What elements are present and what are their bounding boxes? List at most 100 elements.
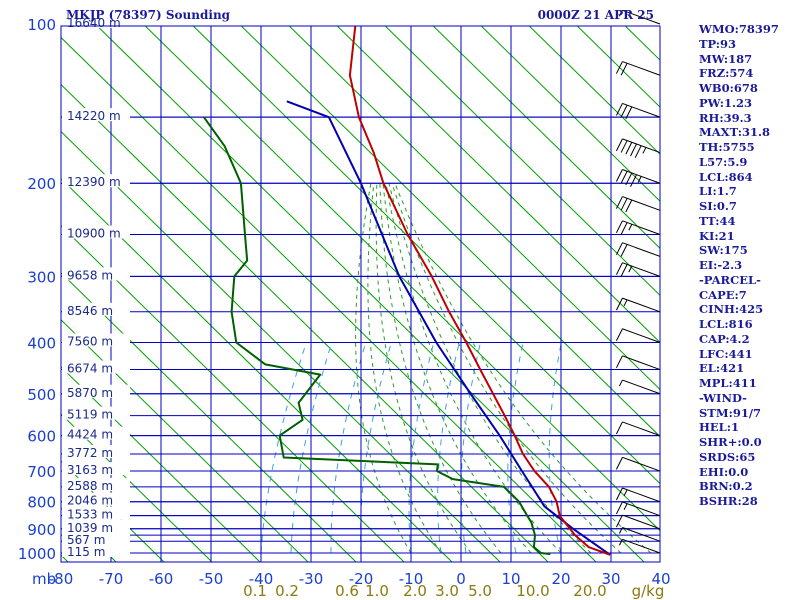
height-label-bg	[62, 492, 130, 506]
index-item: RH:39.3	[699, 110, 752, 125]
moist-adiabat-line	[375, 183, 472, 554]
height-label: 115 m	[67, 545, 105, 559]
pressure-tick-label: 200	[27, 175, 56, 193]
chart-timestamp: 0000Z 21 APR 25	[538, 8, 654, 22]
index-item: BRN:0.2	[699, 479, 753, 494]
height-label: 3772 m	[67, 446, 113, 460]
height-label-bg	[62, 406, 130, 420]
index-item: FRZ:574	[699, 66, 754, 81]
temp-tick-label: 0	[456, 570, 466, 588]
temp-tick-label: -10	[399, 570, 424, 588]
height-label: 4424 m	[67, 428, 113, 442]
index-item: LCL:816	[699, 317, 753, 331]
moist-adiabat-line	[391, 183, 622, 554]
height-label: 567 m	[67, 533, 105, 547]
wind-barb	[615, 487, 661, 503]
height-label: 12390 m	[67, 175, 121, 189]
dry-adiabat-line	[528, 26, 660, 155]
wind-barb	[615, 61, 661, 76]
height-label: 1039 m	[67, 521, 113, 535]
moist-adiabat-line	[382, 183, 532, 554]
wind-barb	[618, 9, 661, 25]
height-label: 6674 m	[67, 362, 113, 376]
wind-barb	[615, 456, 661, 472]
height-label-bg	[62, 108, 130, 122]
index-item: LFC:441	[699, 346, 753, 361]
pressure-tick-label: 400	[27, 334, 56, 352]
height-label-bg	[62, 360, 130, 374]
temp-tick-label: -20	[349, 570, 374, 588]
index-item: -PARCEL-	[699, 272, 761, 287]
height-label-bg	[62, 15, 130, 28]
height-label: 5119 m	[67, 408, 113, 422]
height-label: 10900 m	[67, 227, 121, 241]
index-item: TP:93	[699, 36, 737, 51]
dry-adiabat-line	[480, 26, 660, 202]
index-item: SRDS:65	[699, 449, 756, 464]
dry-adiabat-line	[384, 26, 660, 297]
index-item: HEL:1	[699, 420, 739, 435]
height-label-bg	[62, 532, 130, 546]
height-label-bg	[62, 267, 130, 281]
mixing-ratio-label: 10.0	[516, 582, 549, 600]
mixing-ratio-label: 3.0	[435, 582, 459, 600]
pressure-tick-label: 900	[27, 521, 56, 539]
dewpoint-line	[203, 116, 551, 556]
wind-barb	[615, 355, 661, 371]
height-label: 7560 m	[67, 334, 113, 348]
height-label: 5870 m	[67, 386, 113, 400]
dry-adiabat-line	[61, 225, 405, 562]
height-label-bg	[62, 477, 130, 491]
pressure-tick-label: 800	[27, 494, 56, 512]
wind-barb	[615, 242, 661, 257]
index-item: SHR+:0.0	[699, 435, 762, 449]
mixing-ratio-line	[460, 342, 481, 554]
height-label: 9658 m	[67, 268, 113, 282]
index-item: CINH:425	[699, 302, 764, 317]
index-item: LCL:864	[699, 169, 753, 184]
height-label-bg	[62, 174, 130, 188]
mixing-ratio-label: 2.0	[403, 582, 427, 600]
index-item: EI:-2.3	[699, 258, 743, 272]
wind-barb	[615, 220, 661, 235]
index-item: EL:421	[699, 361, 745, 376]
wind-barb	[615, 421, 661, 437]
dry-adiabat-line	[0, 26, 20, 562]
dry-adiabat-line	[240, 26, 660, 438]
mixing-ratio-label: g/kg	[632, 582, 665, 600]
dry-adiabat-line	[61, 554, 69, 562]
wind-barb	[615, 169, 661, 187]
index-item: L57:5.9	[699, 154, 748, 169]
height-label-bg	[62, 445, 130, 459]
dry-adiabat-line	[61, 366, 261, 562]
mixing-ratio-label: 0.1	[243, 582, 267, 600]
isobar-isotherm-grid	[61, 26, 660, 562]
height-label-bg	[62, 506, 130, 520]
height-label: 2046 m	[67, 494, 113, 508]
height-label: 8546 m	[67, 304, 113, 318]
height-label-bg	[62, 225, 130, 239]
wind-barb	[615, 262, 661, 277]
wind-barb	[615, 102, 661, 120]
temp-tick-label: -40	[249, 570, 274, 588]
pressure-unit-label: mb	[32, 570, 56, 588]
index-item: WMO:78397	[699, 22, 779, 36]
mixing-ratio-label: 20.0	[573, 582, 606, 600]
wind-barb	[615, 297, 661, 313]
index-item: MW:187	[699, 51, 753, 66]
dry-adiabat-line	[61, 130, 501, 562]
moist-adiabat-line	[385, 183, 562, 554]
mixing-ratio-label: 0.2	[275, 582, 299, 600]
height-label-bg	[62, 302, 130, 316]
index-item: CAP:4.2	[699, 331, 750, 346]
parcel-trace-line	[286, 100, 611, 556]
mixing-ratio-line	[437, 342, 460, 554]
wind-barb	[615, 138, 661, 158]
index-item: PW:1.23	[699, 95, 753, 110]
mixing-ratio-line	[360, 342, 392, 554]
mixing-ratio-label: 0.6	[335, 582, 359, 600]
temp-tick-label: -80	[49, 570, 74, 588]
index-item: KI:21	[699, 228, 735, 243]
height-label-bg	[62, 544, 130, 557]
